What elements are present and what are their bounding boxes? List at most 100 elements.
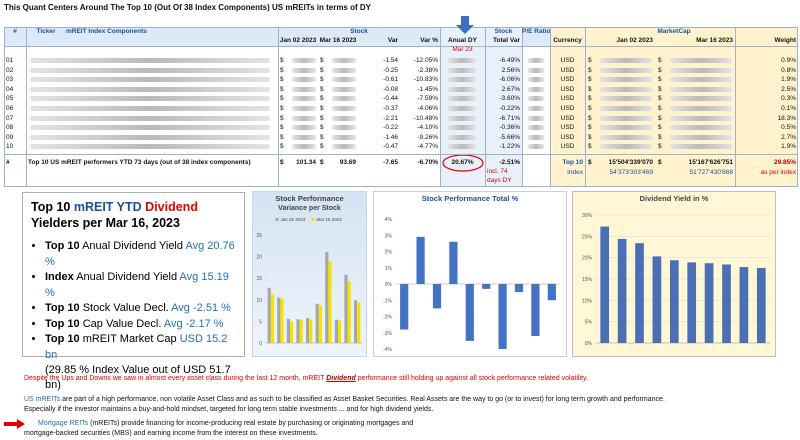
weight: 0.3% [781,95,796,103]
y-tick-label: 30% [582,213,593,219]
bar [617,238,627,343]
blurred-value [670,96,732,102]
arrow-down [456,16,474,34]
var: -1.54 [383,57,398,64]
row-number: 01 [6,57,14,64]
summary-value: 15'504'339'070 [608,159,653,166]
currency-symbol: $ [280,105,284,112]
weight: 0.9% [781,57,796,64]
y-tick-label: 0 [259,341,262,347]
currency-symbol: $ [320,133,324,141]
blurred-value [292,58,316,63]
blurred-value [30,77,270,83]
blurred-value [332,96,356,102]
blurred-value [600,96,652,102]
title-part: Yielders per Mar 16, 2023 [31,216,180,230]
var: -0.08 [383,85,398,93]
bar [449,241,458,284]
var: -1.46 [383,133,398,141]
blurred-value [448,77,476,83]
column-line [278,27,279,187]
note-line: mortgage-backed securities (MBS) and ear… [24,429,318,438]
blurred-value [670,77,732,83]
legend-swatch [311,218,315,221]
bullet-lead: Top 10 [45,302,80,314]
y-tick-label: 20 [256,255,262,261]
summary-value: -2.51% [499,159,520,166]
currency-symbol: $ [658,105,662,112]
column-line [585,27,586,187]
var-pct: -9.26% [417,133,438,141]
blurred-value [600,86,652,92]
currency: USD [560,105,575,112]
blurred-value [332,106,356,111]
var: -0.61 [383,76,398,84]
summary-num: # [6,159,10,166]
summary-value: 29.85% [773,159,796,166]
note-part: are part of a high performance, non vola… [62,396,665,403]
var-pct: -1.45% [417,85,438,93]
row-number: 04 [6,85,14,93]
blurred-value [600,115,652,121]
var: -0.47 [383,143,398,151]
currency-symbol: $ [320,85,324,93]
column-header: Mar 16 2023 [696,37,733,44]
currency-symbol: $ [588,114,592,122]
blurred-value [292,86,316,92]
blurred-value [528,96,544,102]
chart-title: Dividend Yield in % [640,194,709,203]
column-header: Var % [420,37,438,44]
currency-symbol: $ [658,114,662,122]
bullet-lead: Index [45,271,74,283]
currency-symbol: $ [280,114,284,122]
currency: USD [560,124,575,132]
blurred-value [448,86,476,92]
bullet-text: Anual Dividend Yield [76,271,178,283]
currency-symbol: $ [280,57,284,64]
currency-symbol: $ [658,85,662,93]
row-number: 05 [6,95,14,103]
currency-symbol: $ [280,85,284,93]
bullet-value: Avg 20.76 % [45,240,235,268]
bar [531,284,540,336]
bar [280,298,284,343]
blurred-value [670,134,732,140]
column-line [26,27,27,187]
total-var: -6.49% [499,57,520,64]
blurred-value [292,115,316,121]
weight: 1.9% [781,143,796,151]
bullet: Top 10 Stock Value Decl. Avg -2.51 % [45,301,236,317]
weight: 0.5% [781,124,796,132]
blurred-value [30,86,270,92]
total-var: 2.56% [501,66,520,74]
bar [338,320,342,343]
header-band [4,27,550,46]
bullet-value: Avg 15.19 % [45,271,229,299]
blurred-value [292,96,316,102]
var-pct: -4.06% [417,105,438,112]
summary-panel: Top 10 mREIT YTD Dividend Yielders per M… [22,192,245,391]
bar [514,284,524,293]
y-tick-label: 2% [385,250,393,256]
bar [722,264,731,343]
bar [465,284,474,341]
y-tick-label: 15% [582,277,593,283]
title-part: mREIT YTD [73,200,142,214]
row-number: 02 [6,66,14,74]
row-number: 07 [6,114,14,122]
bullet: Index Anual Dividend Yield Avg 15.19 % [45,270,236,301]
blurred-value [332,115,356,121]
total-var: -0.22% [499,105,520,112]
chart-title: Stock Performance [275,194,343,203]
blurred-value [30,115,270,121]
blurred-value [332,86,356,92]
bullet-list: Top 10 Anual Dividend Yield Avg 20.76 %I… [31,239,236,363]
blurred-value [30,67,270,73]
blurred-value [448,115,476,121]
bar [482,284,491,289]
bar [277,297,281,343]
blurred-value [448,134,476,140]
blurred-value [528,134,544,140]
row-number: 06 [6,105,14,112]
